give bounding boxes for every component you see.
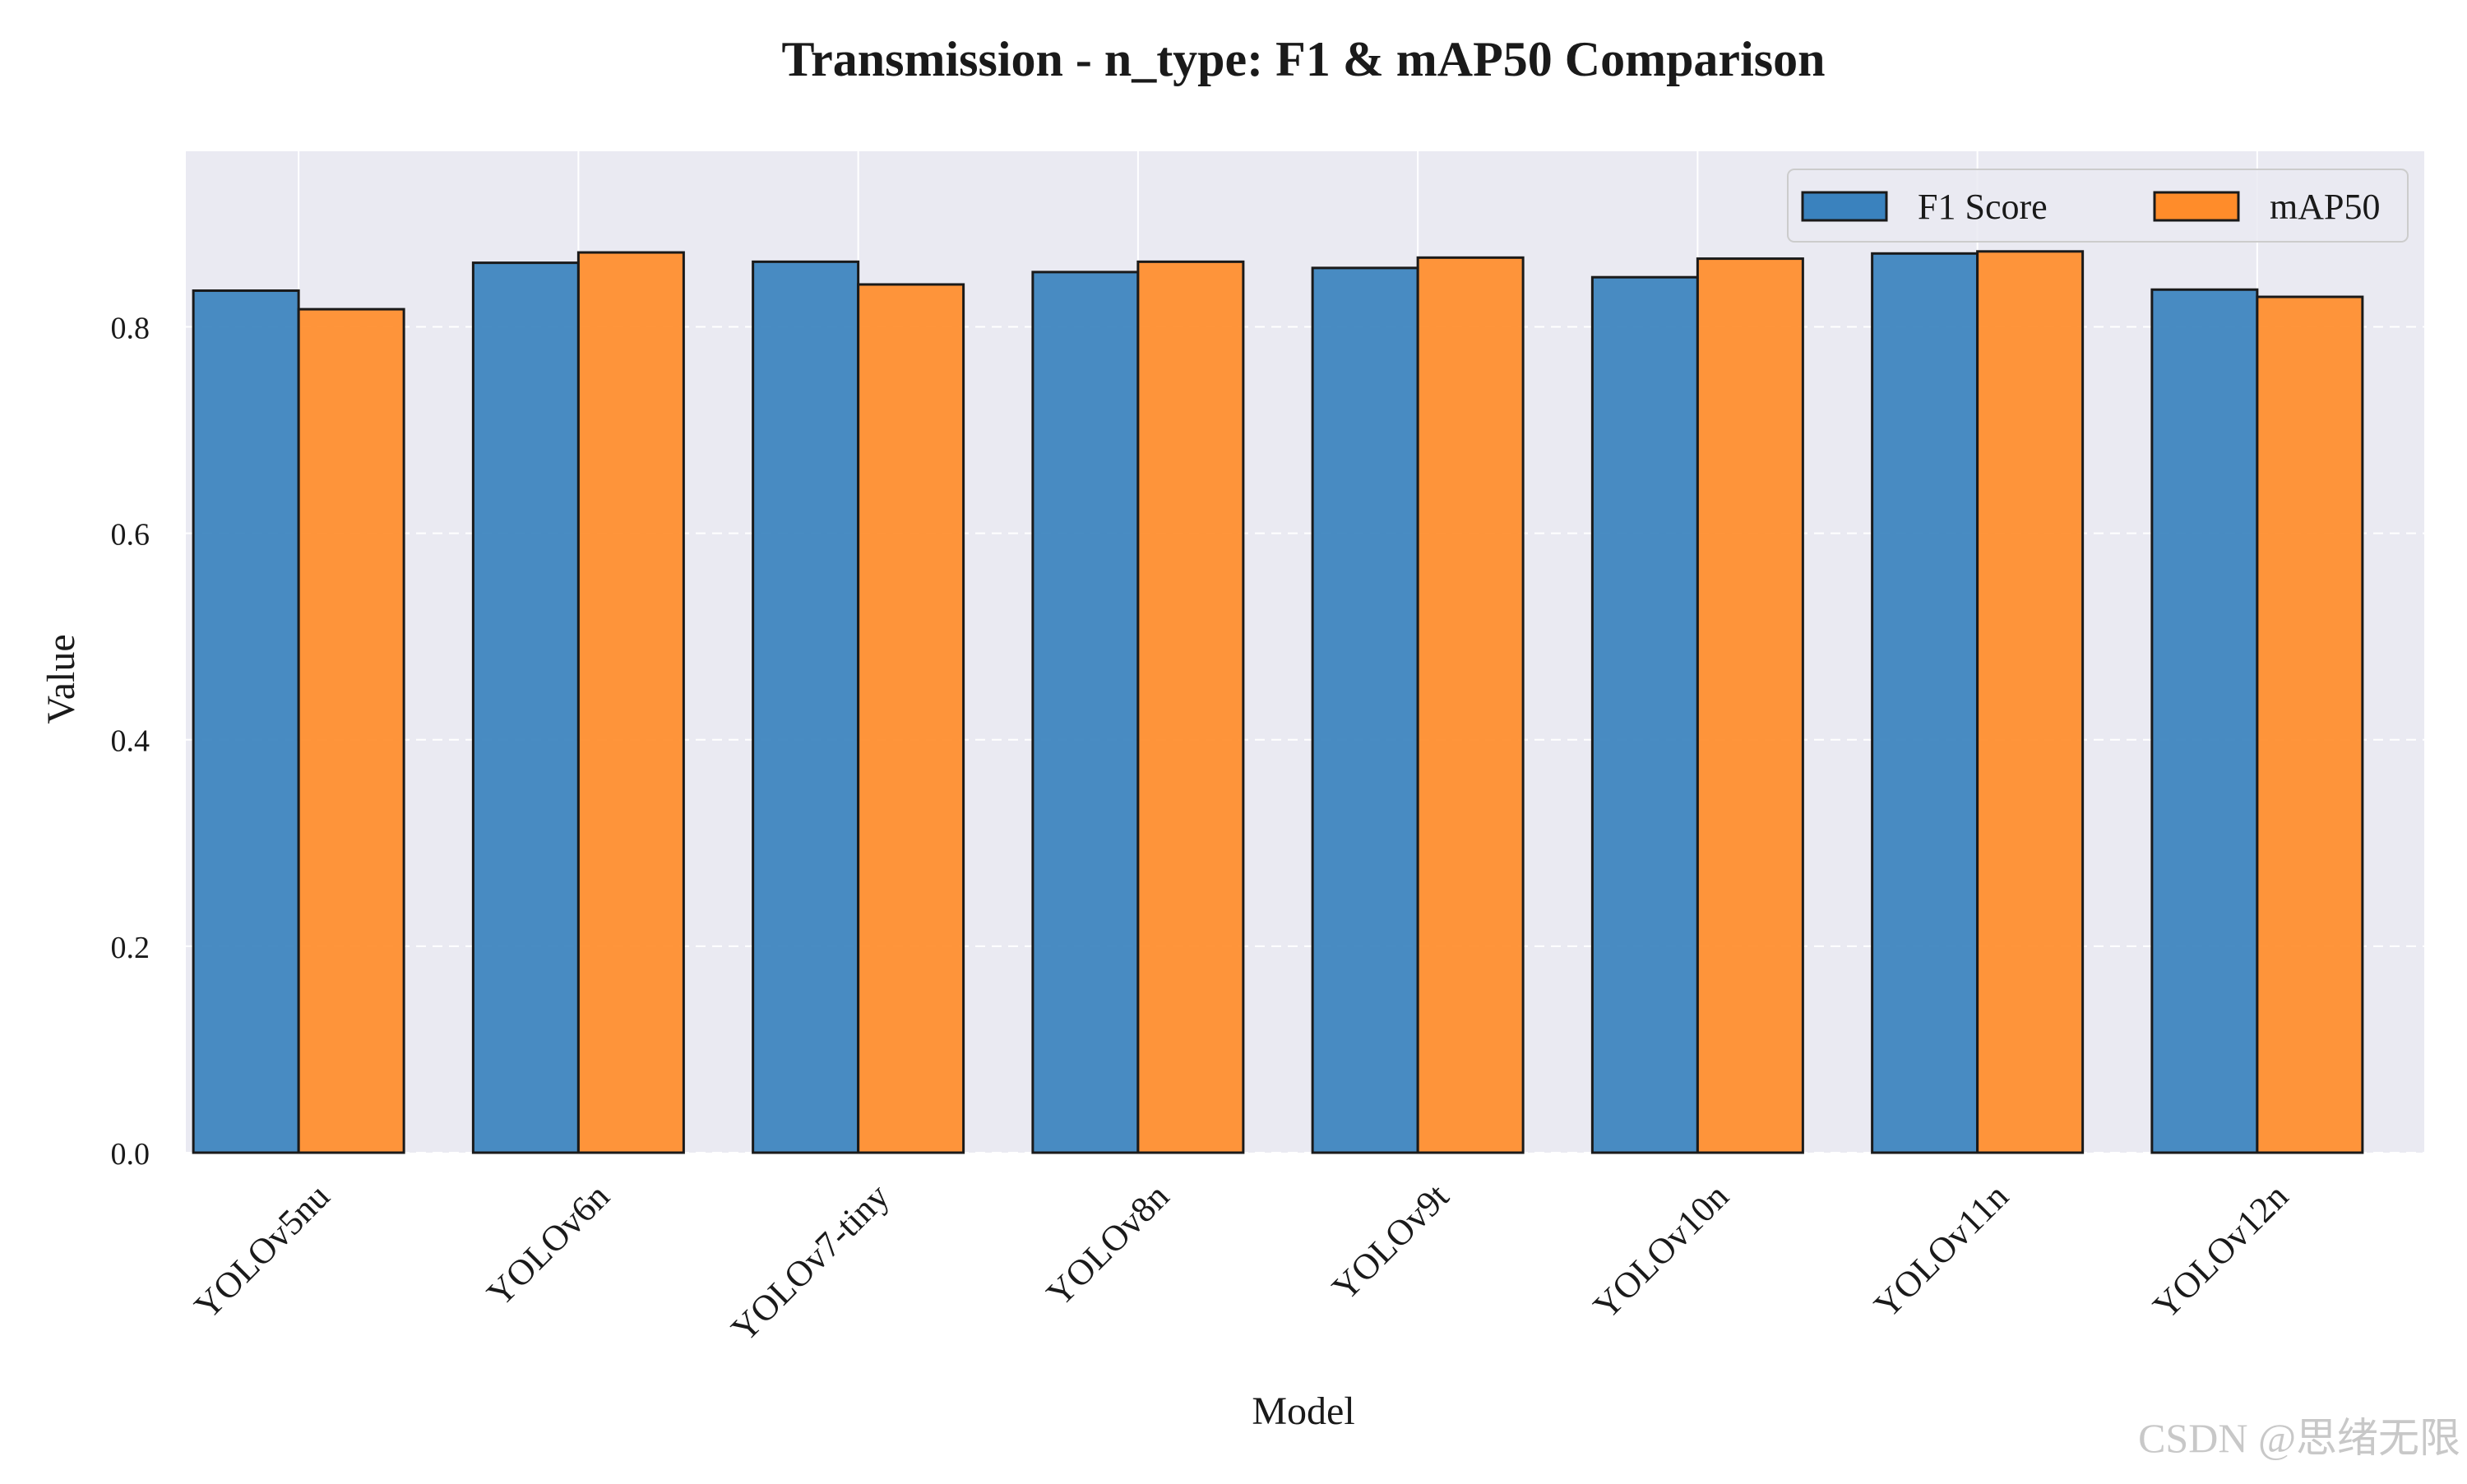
bar-f1-score-yolov5nu (192, 289, 300, 1154)
legend-label: F1 Score (1918, 187, 2048, 227)
x-tick-label: YOLOv5nu (187, 1176, 337, 1326)
bar-map50-yolov9t (1416, 256, 1525, 1154)
legend-box (1787, 169, 2409, 243)
bar-map50-yolov8n (1136, 260, 1245, 1154)
y-tick-label: 0.0 (111, 1137, 150, 1172)
bar-map50-yolov7-tiny (857, 283, 965, 1154)
x-tick-label: YOLOv11n (1867, 1176, 2016, 1325)
x-axis-label: Model (1252, 1389, 1354, 1433)
legend-label: mAP50 (2270, 187, 2380, 227)
x-tick-label: YOLOv8n (1039, 1176, 1177, 1314)
bar-map50-yolov6n (576, 251, 685, 1154)
bar-map50-yolov10n (1696, 257, 1804, 1154)
y-tick-label: 0.4 (111, 724, 150, 759)
bar-f1-score-yolov10n (1590, 275, 1699, 1154)
y-axis: 0.0 0.2 0.4 0.6 0.8 (111, 311, 150, 1172)
bar-f1-score-yolov12n (2150, 288, 2259, 1154)
x-tick-label: YOLOv9t (1324, 1176, 1456, 1308)
bar-f1-score-yolov11n (1871, 252, 1979, 1154)
x-tick-label: YOLOv6n (479, 1176, 618, 1314)
legend-swatch (2153, 191, 2240, 222)
chart-title: Transmission - n_type: F1 & mAP50 Compar… (782, 32, 1826, 86)
y-tick-label: 0.6 (111, 518, 150, 552)
y-tick-label: 0.8 (111, 311, 150, 345)
bar-f1-score-yolov6n (471, 261, 580, 1154)
bar-map50-yolov12n (2256, 295, 2364, 1154)
bar-f1-score-yolov7-tiny (752, 260, 860, 1154)
legend: F1 Score mAP50 (1787, 169, 2409, 243)
y-axis-label: Value (39, 634, 83, 724)
x-tick-label: YOLOv10n (1585, 1176, 1736, 1326)
bar-f1-score-yolov8n (1031, 270, 1140, 1154)
bars (192, 250, 2364, 1154)
x-tick-label: YOLOv12n (2145, 1176, 2296, 1326)
legend-swatch (1801, 191, 1888, 222)
bar-f1-score-yolov9t (1311, 266, 1419, 1154)
x-tick-label: YOLOv7-tiny (724, 1176, 897, 1349)
x-axis: YOLOv5nu YOLOv6n YOLOv7-tiny YOLOv8n YOLOv9t… (187, 1176, 2296, 1349)
watermark: CSDN @思绪无限 (2138, 1415, 2460, 1461)
bar-map50-yolov11n (1976, 250, 2085, 1154)
y-tick-label: 0.2 (111, 931, 150, 965)
bar-map50-yolov5nu (297, 307, 405, 1154)
